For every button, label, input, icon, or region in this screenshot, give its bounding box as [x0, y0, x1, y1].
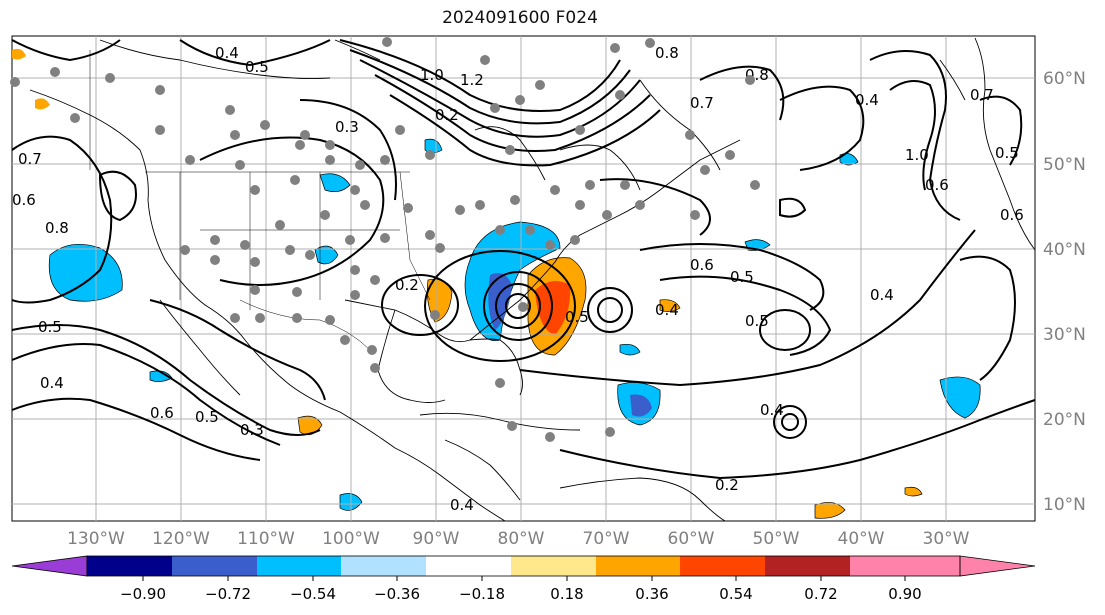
colorbar-high-extend	[959, 555, 1036, 577]
contour-labels: 0.4 0.5 0.8 1.0 1.2 0.2 0.3 0.7 0.6 0.8 …	[12, 44, 1024, 514]
map-title: 2024091600 F024	[442, 8, 598, 28]
colorbar-bin	[426, 556, 511, 576]
svg-text:0.3: 0.3	[240, 421, 264, 439]
svg-text:80°W: 80°W	[498, 529, 545, 549]
colorbar-bin	[935, 556, 960, 576]
svg-text:110°W: 110°W	[237, 529, 295, 549]
colorbar-bin	[680, 556, 765, 576]
colorbar-bin	[87, 556, 172, 576]
colorbar-bin	[765, 556, 850, 576]
svg-text:0.2: 0.2	[395, 276, 419, 294]
svg-text:0.7: 0.7	[690, 94, 714, 112]
svg-text:0.8: 0.8	[45, 219, 69, 237]
svg-text:70°W: 70°W	[583, 529, 630, 549]
svg-text:0.5: 0.5	[195, 408, 219, 426]
svg-text:0.7: 0.7	[970, 86, 994, 104]
map-frame	[11, 35, 1036, 522]
colorbar-tick: 0.72	[804, 585, 837, 603]
colorbar: −0.90 −0.72 −0.54 −0.36 −0.18 0.18 0.36 …	[11, 555, 1036, 603]
svg-text:0.3: 0.3	[335, 118, 359, 136]
colorbar-tick: −0.72	[205, 585, 251, 603]
svg-text:0.6: 0.6	[925, 176, 949, 194]
svg-text:0.6: 0.6	[150, 404, 174, 422]
colorbar-tick: 0.36	[635, 585, 668, 603]
svg-text:0.6: 0.6	[690, 256, 714, 274]
svg-text:0.4: 0.4	[870, 286, 894, 304]
svg-text:1.0: 1.0	[905, 146, 929, 164]
svg-text:0.4: 0.4	[215, 44, 239, 62]
colorbar-tick: 0.18	[550, 585, 583, 603]
colorbar-bin	[511, 556, 596, 576]
svg-text:0.5: 0.5	[565, 308, 589, 326]
svg-text:20°N: 20°N	[1043, 410, 1086, 430]
svg-text:0.5: 0.5	[245, 58, 269, 76]
svg-text:0.6: 0.6	[12, 191, 36, 209]
svg-text:60°W: 60°W	[668, 529, 715, 549]
colorbar-low-extend	[11, 555, 88, 577]
svg-text:0.6: 0.6	[1000, 206, 1024, 224]
svg-text:0.2: 0.2	[715, 476, 739, 494]
svg-text:0.4: 0.4	[655, 301, 679, 319]
svg-text:30°W: 30°W	[923, 529, 970, 549]
svg-text:0.5: 0.5	[38, 318, 62, 336]
svg-text:0.8: 0.8	[655, 44, 679, 62]
colorbar-bin	[172, 556, 257, 576]
svg-text:100°W: 100°W	[322, 529, 380, 549]
svg-text:50°N: 50°N	[1043, 155, 1086, 175]
svg-text:0.5: 0.5	[995, 144, 1019, 162]
svg-text:130°W: 130°W	[67, 529, 125, 549]
svg-text:40°N: 40°N	[1043, 240, 1086, 260]
colorbar-tick: 0.90	[888, 585, 921, 603]
svg-text:10°N: 10°N	[1043, 495, 1086, 515]
political-borders	[89, 50, 431, 351]
colorbar-bin	[596, 556, 680, 576]
svg-text:50°W: 50°W	[753, 529, 800, 549]
svg-text:90°W: 90°W	[413, 529, 460, 549]
svg-text:30°N: 30°N	[1043, 325, 1086, 345]
svg-text:0.4: 0.4	[40, 374, 64, 392]
svg-text:0.4: 0.4	[450, 496, 474, 514]
colorbar-bin	[341, 556, 426, 576]
latitude-labels: 60°N 50°N 40°N 30°N 20°N 10°N	[1043, 69, 1086, 515]
svg-text:0.2: 0.2	[435, 106, 459, 124]
colorbar-tick: 0.54	[719, 585, 752, 603]
svg-text:0.5: 0.5	[745, 312, 769, 330]
colorbar-tick: −0.36	[374, 585, 420, 603]
svg-text:0.4: 0.4	[760, 401, 784, 419]
colorbar-tick: −0.54	[290, 585, 336, 603]
station-dots	[10, 37, 760, 442]
svg-text:1.0: 1.0	[420, 66, 444, 84]
svg-text:60°N: 60°N	[1043, 69, 1086, 89]
colorbar-bin	[257, 556, 341, 576]
longitude-labels: 130°W 120°W 110°W 100°W 90°W 80°W 70°W 6…	[67, 529, 970, 549]
colorbar-bin	[850, 556, 935, 576]
colorbar-tick: −0.90	[120, 585, 166, 603]
svg-text:0.5: 0.5	[730, 268, 754, 286]
svg-text:0.7: 0.7	[18, 150, 42, 168]
svg-text:0.4: 0.4	[855, 91, 879, 109]
svg-text:120°W: 120°W	[152, 529, 210, 549]
svg-text:40°W: 40°W	[838, 529, 885, 549]
svg-text:1.2: 1.2	[460, 71, 484, 89]
colorbar-tick: −0.18	[459, 585, 505, 603]
